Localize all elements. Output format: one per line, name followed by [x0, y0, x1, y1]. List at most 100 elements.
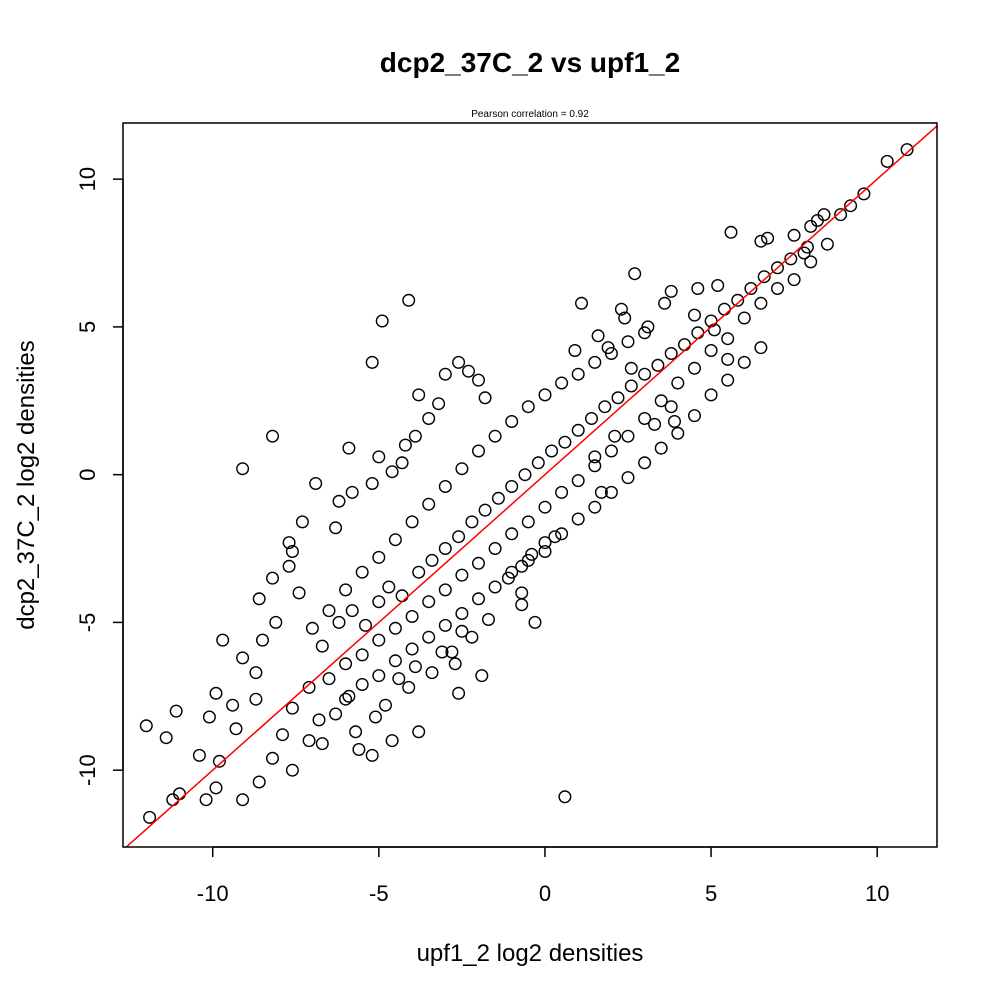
data-point [438, 542, 452, 556]
data-point [624, 361, 638, 375]
x-axis: -10 -5 0 5 10 [197, 846, 889, 906]
data-point [614, 302, 628, 316]
data-point [472, 444, 486, 458]
data-point [658, 296, 672, 310]
data-point [266, 429, 280, 443]
data-point [143, 810, 157, 824]
data-point [588, 459, 602, 473]
data-point [754, 234, 768, 248]
data-point [717, 302, 731, 316]
data-point [478, 391, 492, 405]
data-point [365, 477, 379, 491]
y-tick-label: 10 [75, 167, 100, 191]
data-point [452, 530, 466, 544]
data-point [771, 282, 785, 296]
data-point [558, 435, 572, 449]
data-point [568, 344, 582, 358]
data-point [604, 347, 618, 361]
data-point [482, 613, 496, 627]
data-point [588, 450, 602, 464]
data-point [388, 621, 402, 635]
data-point [668, 415, 682, 429]
x-tick-label: 0 [539, 881, 551, 906]
y-tick-label: -10 [75, 754, 100, 786]
data-point [555, 485, 569, 499]
data-point [382, 580, 396, 594]
data-point [731, 293, 745, 307]
data-point [209, 686, 223, 700]
data-point [472, 373, 486, 387]
data-point [664, 284, 678, 298]
data-point [488, 542, 502, 556]
data-point [585, 412, 599, 426]
data-point [405, 515, 419, 529]
data-point [844, 199, 858, 213]
data-point [465, 515, 479, 529]
data-point [252, 592, 266, 606]
data-point [588, 500, 602, 514]
x-tick-label: -10 [197, 881, 229, 906]
data-point [452, 686, 466, 700]
data-point [388, 654, 402, 668]
data-point [491, 491, 505, 505]
data-point [505, 480, 519, 494]
data-point [462, 364, 476, 378]
data-point [455, 607, 469, 621]
data-point [322, 672, 336, 686]
data-point [515, 586, 529, 600]
data-point [405, 642, 419, 656]
data-point [475, 669, 489, 683]
data-point [455, 462, 469, 476]
data-point [531, 456, 545, 470]
data-point [365, 355, 379, 369]
data-point [900, 143, 914, 157]
data-point [159, 731, 173, 745]
data-point [704, 388, 718, 402]
data-point [402, 680, 416, 694]
data-point [571, 367, 585, 381]
data-point [521, 515, 535, 529]
data-point [555, 376, 569, 390]
data-point [737, 311, 751, 325]
plot-frame [122, 122, 938, 848]
data-point [711, 279, 725, 293]
data-point [678, 338, 692, 352]
data-point [604, 444, 618, 458]
data-point [315, 639, 329, 653]
data-point [472, 556, 486, 570]
data-point [521, 553, 535, 567]
data-point [216, 633, 230, 647]
data-point [349, 725, 363, 739]
data-point [412, 565, 426, 579]
data-point [312, 713, 326, 727]
data-point [558, 790, 572, 804]
data-point [302, 734, 316, 748]
data-point [266, 571, 280, 585]
data-point [252, 775, 266, 789]
data-point [282, 559, 296, 573]
data-point [422, 630, 436, 644]
data-point [638, 326, 652, 340]
data-point [322, 604, 336, 618]
data-point [192, 748, 206, 762]
data-point [392, 672, 406, 686]
data-point [269, 615, 283, 629]
data-point [761, 231, 775, 245]
y-axis-label: dcp2_37C_2 log2 densities [13, 340, 40, 630]
x-axis-label: upf1_2 log2 densities [417, 940, 644, 967]
data-point [754, 341, 768, 355]
data-point [305, 621, 319, 635]
data-point [372, 550, 386, 564]
data-point [638, 367, 652, 381]
data-point [438, 367, 452, 381]
data-point [412, 388, 426, 402]
data-point [435, 645, 449, 659]
data-point [365, 748, 379, 762]
data-point [355, 565, 369, 579]
data-point [538, 500, 552, 514]
data-point [771, 261, 785, 275]
data-point [784, 252, 798, 266]
data-point [355, 678, 369, 692]
data-point [425, 666, 439, 680]
